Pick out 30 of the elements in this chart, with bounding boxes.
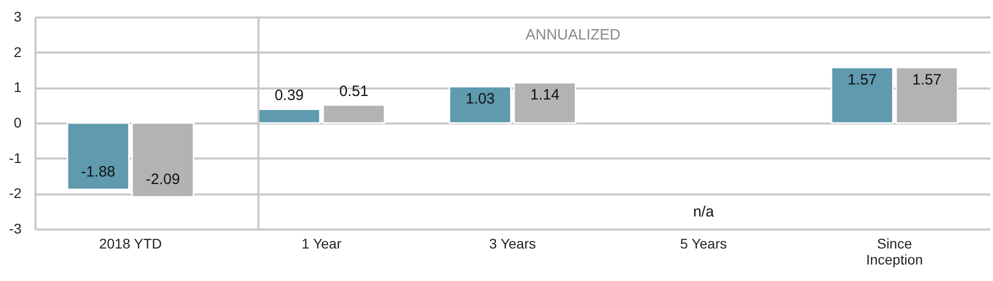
annotation: n/a [693, 203, 715, 220]
bar [322, 104, 386, 124]
data-label: 1.57 [912, 72, 942, 89]
data-label: 1.14 [530, 86, 560, 104]
y-tick-label: -3 [9, 220, 22, 236]
data-label: 1.03 [466, 90, 495, 108]
data-label: -2.09 [146, 170, 180, 188]
bar [448, 86, 512, 124]
bar [66, 122, 130, 190]
annotation: ANNUALIZED [525, 26, 621, 44]
bar [258, 108, 321, 124]
x-tick-label: 2018 YTD [99, 236, 162, 252]
y-tick-label: -1 [9, 150, 22, 166]
y-tick-label: -2 [9, 185, 22, 202]
x-tick-label: 1 Year [302, 236, 342, 252]
y-tick-label: 2 [14, 44, 22, 60]
x-tick-label: 3 Years [489, 236, 536, 252]
bar [895, 66, 958, 124]
bar [830, 66, 894, 124]
data-label: 0.51 [339, 82, 368, 100]
data-label: 0.39 [274, 87, 304, 104]
x-tick-label: 5 Years [680, 236, 727, 252]
y-tick-label: 3 [14, 8, 22, 24]
bar [513, 82, 576, 124]
x-tick-label: Since Inception [866, 236, 923, 268]
y-tick-label: 1 [14, 79, 22, 96]
y-tick-label: 0 [14, 114, 22, 130]
data-label: -1.88 [81, 163, 116, 180]
bar [131, 122, 194, 198]
data-label: 1.57 [848, 72, 877, 89]
